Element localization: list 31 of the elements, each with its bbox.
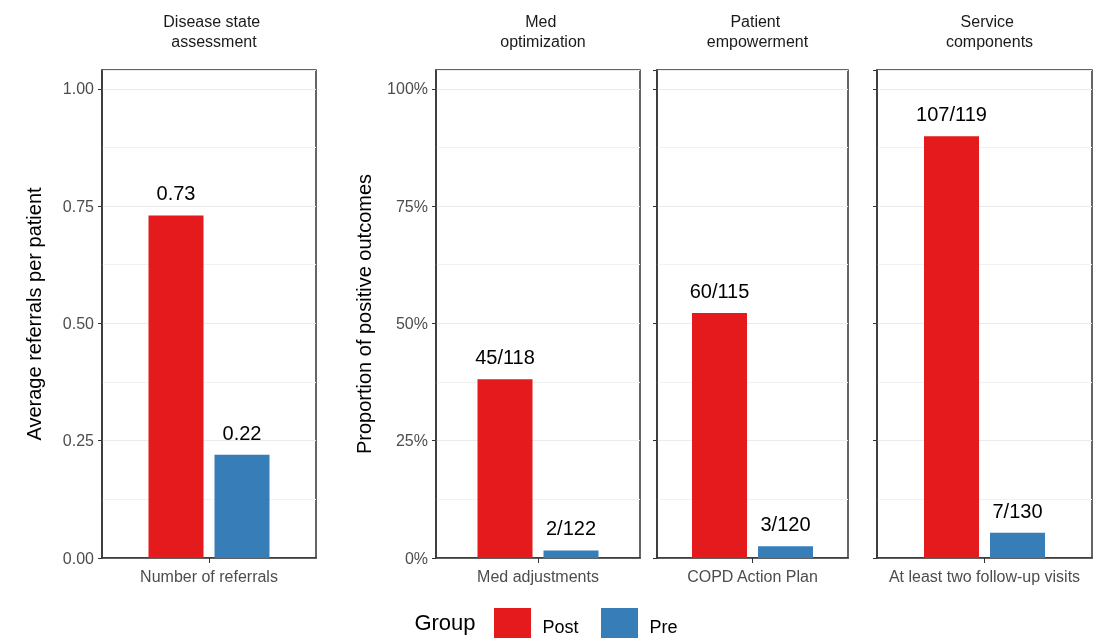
- y-tick-label: 0%: [404, 549, 428, 567]
- chart-title: Disease state assessment: [163, 12, 265, 50]
- y-axis-title: Average referrals per patient: [23, 187, 45, 441]
- data-label: 0.73: [156, 182, 196, 205]
- data-label: 0.22: [222, 421, 262, 444]
- data-label: 3/120: [760, 513, 811, 536]
- x-tick-label: COPD Action Plan: [687, 567, 818, 585]
- x-tick-label: Med adjustments: [477, 567, 599, 585]
- chart-title: Patient empowerment: [706, 12, 809, 50]
- legend-title: Group: [414, 610, 476, 636]
- data-label: 45/118: [475, 346, 535, 369]
- chart-title: Med optimization: [500, 12, 586, 50]
- y-tick-label: 0.00: [62, 549, 95, 567]
- y-tick-label: 100%: [387, 80, 428, 98]
- y-tick-label: 50%: [395, 314, 428, 332]
- data-label: 2/122: [545, 517, 597, 540]
- y-tick-label: 25%: [395, 432, 428, 450]
- x-tick-label: At least two follow-up visits: [888, 567, 1081, 585]
- data-label: 7/130: [992, 499, 1043, 522]
- y-tick-label: 0.25: [62, 432, 95, 450]
- data-label: 107/119: [916, 103, 987, 126]
- y-tick-label: 0.50: [62, 314, 95, 332]
- y-tick-label: 75%: [395, 197, 428, 215]
- y-axis-title: Proportion of positive outcomes: [353, 173, 375, 455]
- legend-label: Post: [542, 616, 579, 638]
- y-tick-label: 1.00: [62, 80, 95, 98]
- y-tick-label: 0.75: [62, 197, 95, 215]
- data-label: 60/115: [689, 280, 750, 303]
- chart-title: Service components: [945, 12, 1034, 50]
- legend-label: Pre: [649, 616, 678, 638]
- x-tick-label: Number of referrals: [140, 567, 278, 585]
